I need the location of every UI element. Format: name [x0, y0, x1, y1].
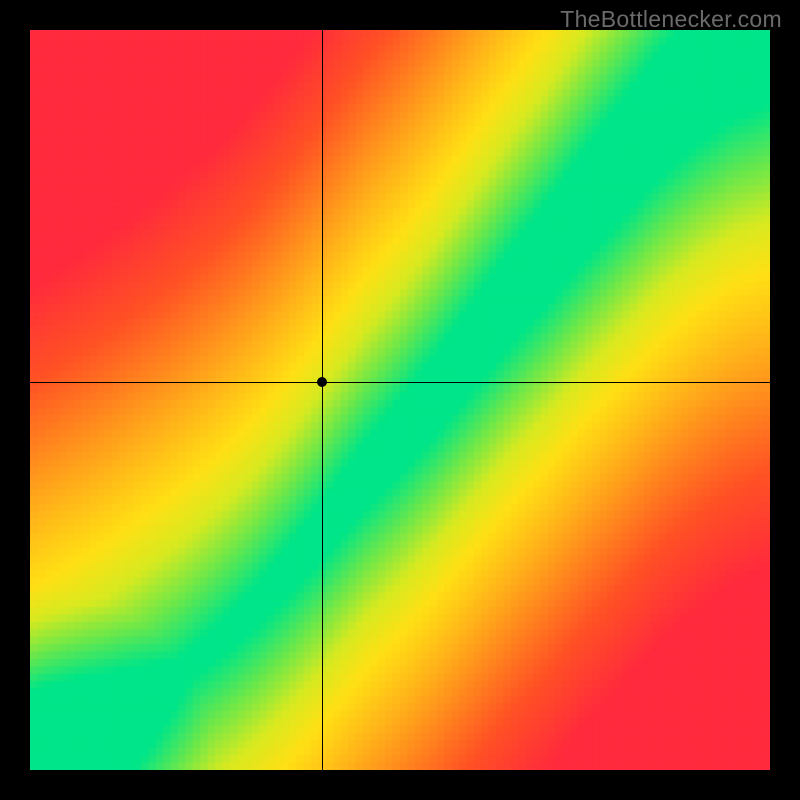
chart-container: TheBottlenecker.com — [0, 0, 800, 800]
crosshair-point — [317, 377, 327, 387]
plot-area — [30, 30, 770, 770]
watermark-text: TheBottlenecker.com — [560, 6, 782, 33]
heatmap-canvas — [30, 30, 770, 770]
crosshair-horizontal — [30, 382, 770, 383]
crosshair-vertical — [322, 30, 323, 770]
